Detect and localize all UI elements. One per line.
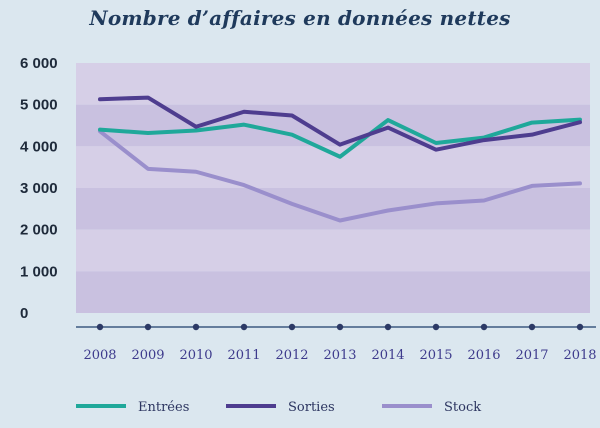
plot-band xyxy=(76,188,590,230)
series-lines xyxy=(98,95,582,223)
x-axis-tick-dot xyxy=(528,323,536,331)
legend: Entrées Sorties Stock xyxy=(76,400,481,415)
legend-label: Entrées xyxy=(138,400,189,415)
y-tick-label: 6 000 xyxy=(20,55,58,72)
x-tick-label: 2011 xyxy=(227,348,260,363)
x-axis xyxy=(76,323,596,331)
y-tick-label: 2 000 xyxy=(20,222,58,239)
series-line-sorties xyxy=(98,95,582,152)
x-tick-label: 2016 xyxy=(467,348,500,363)
series-line-stock xyxy=(98,129,582,223)
x-tick-label: 2012 xyxy=(275,348,308,363)
x-tick-label: 2014 xyxy=(371,348,404,363)
plot-band xyxy=(76,63,590,105)
y-tick-label: 5 000 xyxy=(20,97,58,114)
x-tick-label: 2015 xyxy=(419,348,452,363)
x-axis-tick-dot xyxy=(480,323,488,331)
x-tick-label: 2009 xyxy=(131,348,164,363)
x-tick-label: 2017 xyxy=(515,348,548,363)
x-tick-label: 2018 xyxy=(563,348,596,363)
y-tick-label: 1 000 xyxy=(20,263,58,280)
x-axis-tick-dot xyxy=(384,323,392,331)
x-axis-tick-dot xyxy=(144,323,152,331)
x-axis-tick-dot xyxy=(240,323,248,331)
x-axis-tick-dot xyxy=(192,323,200,331)
plot-band xyxy=(76,271,590,313)
y-axis-ticks: 6 000 5 000 4 000 3 000 2 000 1 000 0 xyxy=(20,55,58,322)
y-tick-label: 3 000 xyxy=(20,180,58,197)
series-line-entres xyxy=(98,117,582,159)
x-axis-tick-dot xyxy=(576,323,584,331)
x-tick-label: 2010 xyxy=(179,348,212,363)
legend-label: Stock xyxy=(444,400,481,415)
x-axis-tick-dot xyxy=(288,323,296,331)
legend-label: Sorties xyxy=(288,400,335,415)
x-axis-ticks: 2008 2009 2010 2011 2012 2013 2014 2015 2016 2017… xyxy=(83,348,596,363)
x-tick-label: 2013 xyxy=(323,348,356,363)
chart-title: Nombre d’affaires en données nettes xyxy=(89,6,511,30)
x-axis-tick-dot xyxy=(336,323,344,331)
y-tick-label: 0 xyxy=(20,305,28,322)
x-axis-tick-dot xyxy=(432,323,440,331)
x-axis-tick-dot xyxy=(96,323,104,331)
y-tick-label: 4 000 xyxy=(20,138,58,155)
plot-band xyxy=(76,229,590,272)
x-tick-label: 2008 xyxy=(83,348,116,363)
